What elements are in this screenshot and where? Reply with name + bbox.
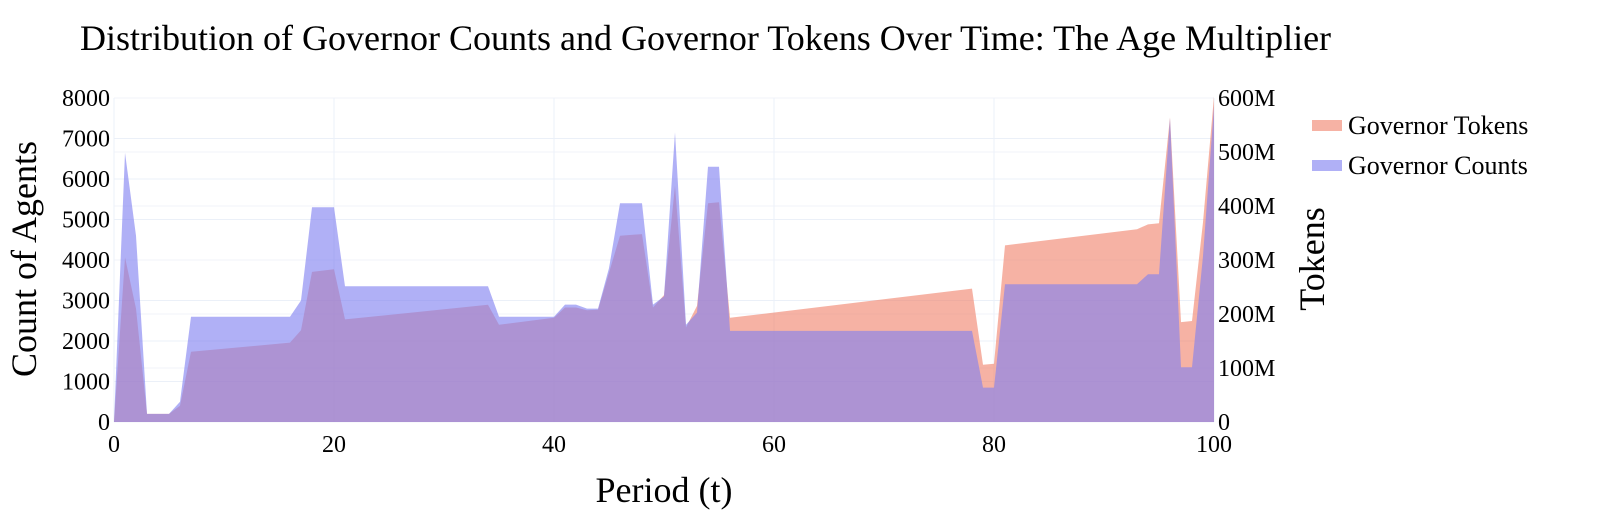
y-tick-label: 5000 bbox=[62, 208, 110, 234]
y-axis-right: 0 100M 200M 300M 400M 500M 600M bbox=[1218, 86, 1275, 436]
legend-label: Governor Tokens bbox=[1348, 111, 1528, 140]
y-tick-label: 0 bbox=[98, 410, 110, 436]
legend-swatch bbox=[1312, 120, 1342, 131]
y-axis-title: Count of Agents bbox=[4, 141, 44, 377]
x-axis: 0 20 40 60 80 100 bbox=[108, 432, 1232, 458]
y-tick-label: 7000 bbox=[62, 127, 110, 153]
area-governor-counts bbox=[114, 106, 1214, 422]
x-tick-label: 100 bbox=[1196, 432, 1232, 458]
y-tick-label: 8000 bbox=[62, 86, 110, 112]
x-tick-label: 20 bbox=[322, 432, 346, 458]
y2-tick-label: 400M bbox=[1218, 194, 1275, 220]
y2-tick-label: 100M bbox=[1218, 356, 1275, 382]
chart-title: Distribution of Governor Counts and Gove… bbox=[80, 18, 1331, 58]
y-axis-left: 0 1000 2000 3000 4000 5000 6000 7000 8000 bbox=[62, 86, 110, 436]
y-tick-label: 2000 bbox=[62, 329, 110, 355]
series-areas bbox=[114, 96, 1214, 423]
x-axis-title: Period (t) bbox=[596, 470, 733, 510]
y-tick-label: 4000 bbox=[62, 248, 110, 274]
y2-tick-label: 500M bbox=[1218, 140, 1275, 166]
legend-swatch bbox=[1312, 160, 1342, 171]
y-tick-label: 1000 bbox=[62, 370, 110, 396]
x-tick-label: 40 bbox=[542, 432, 566, 458]
legend-label: Governor Counts bbox=[1348, 151, 1528, 180]
y2-axis-title: Tokens bbox=[1292, 207, 1332, 310]
x-tick-label: 60 bbox=[762, 432, 786, 458]
legend: Governor Tokens Governor Counts bbox=[1312, 111, 1528, 180]
y2-tick-label: 200M bbox=[1218, 302, 1275, 328]
y-tick-label: 6000 bbox=[62, 167, 110, 193]
y-tick-label: 3000 bbox=[62, 289, 110, 315]
y2-tick-label: 0 bbox=[1218, 410, 1230, 436]
x-tick-label: 0 bbox=[108, 432, 120, 458]
y2-tick-label: 300M bbox=[1218, 248, 1275, 274]
y2-tick-label: 600M bbox=[1218, 86, 1275, 112]
x-tick-label: 80 bbox=[982, 432, 1006, 458]
